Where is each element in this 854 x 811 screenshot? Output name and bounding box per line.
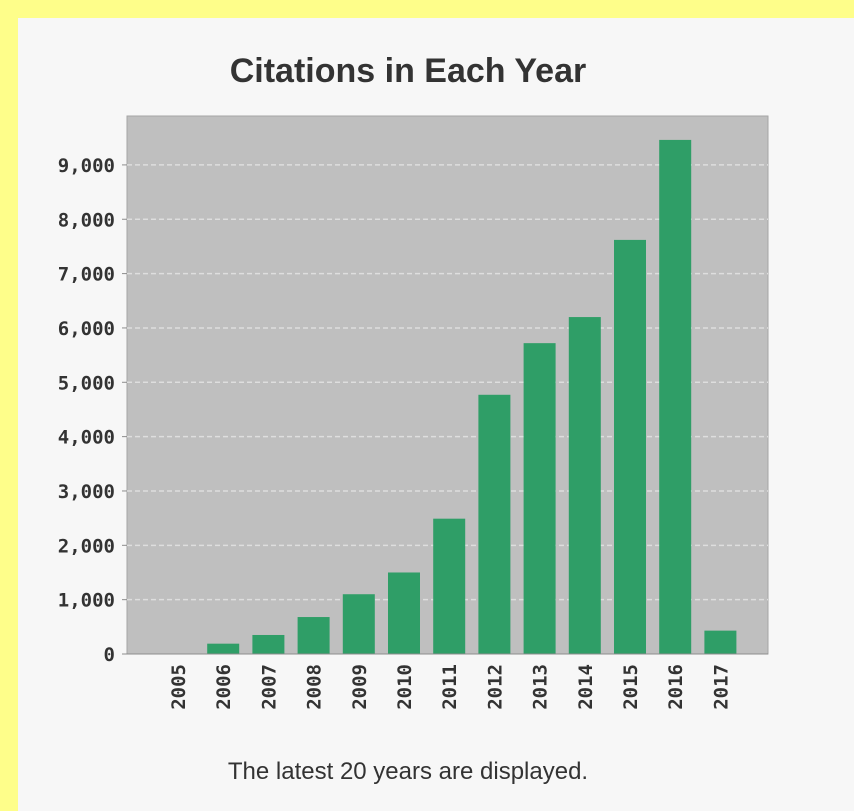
x-tick-label: 2005 [168, 664, 190, 710]
x-tick-label: 2013 [530, 664, 552, 710]
y-tick-label: 3,000 [58, 481, 115, 503]
bar-2006 [207, 643, 240, 654]
bar-2011 [433, 518, 466, 654]
x-tick-label: 2012 [484, 664, 506, 710]
x-tick-label: 2007 [258, 664, 280, 710]
y-tick-label: 7,000 [58, 264, 115, 286]
bar-2010 [388, 572, 420, 654]
x-tick-label: 2011 [439, 664, 461, 710]
x-tick-label: 2008 [304, 664, 326, 710]
x-tick-label: 2015 [620, 664, 642, 710]
bar-2016 [659, 139, 692, 654]
bars [207, 139, 737, 655]
x-tick-label: 2014 [575, 664, 597, 710]
x-tick-label: 2017 [710, 664, 732, 710]
x-tick-label: 2009 [349, 664, 371, 710]
y-tick-label: 8,000 [58, 209, 115, 231]
x-axis-ticks: 2005 2006 2007 2008 2009 2010 2011 2012 2013 2014… [168, 664, 732, 710]
bar-2008 [297, 617, 330, 654]
x-tick-label: 2016 [665, 664, 687, 710]
bar-2015 [614, 239, 646, 655]
y-axis-ticks: 0 1,000 2,000 3,000 4,000 5,000 6,000 7,000 8,00… [58, 155, 127, 666]
chart-footnote: The latest 20 years are displayed. [227, 758, 589, 785]
chart-title: Citations in Each Year [229, 52, 587, 90]
y-tick-label: 0 [104, 644, 115, 666]
bar-2014 [568, 317, 601, 654]
y-tick-label: 9,000 [58, 155, 115, 177]
bar-2017 [704, 630, 737, 654]
gridlines [127, 164, 768, 601]
y-tick-label: 2,000 [58, 535, 115, 557]
bar-2012 [478, 394, 511, 654]
x-tick-label: 2006 [213, 664, 235, 710]
y-tick-label: 4,000 [58, 427, 115, 449]
y-tick-label: 1,000 [58, 590, 115, 612]
y-tick-label: 6,000 [58, 318, 115, 340]
bar-2009 [342, 594, 375, 654]
x-tick-label: 2010 [394, 664, 416, 710]
bar-2013 [523, 343, 556, 654]
bar-2007 [252, 634, 285, 654]
y-tick-label: 5,000 [58, 372, 115, 394]
